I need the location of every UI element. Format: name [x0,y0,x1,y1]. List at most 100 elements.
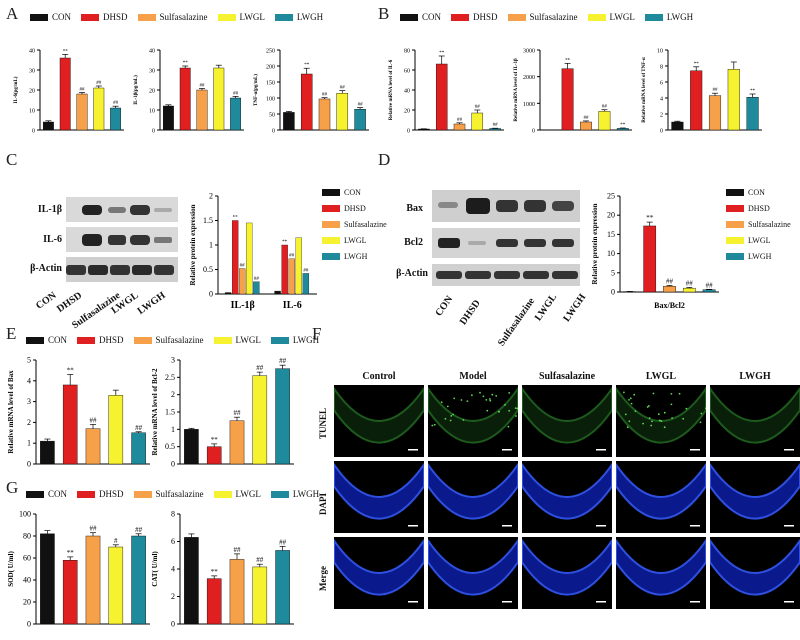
legend-swatch [218,14,236,21]
blot-d-lane-label: LWGL [533,292,559,323]
legend-swatch [138,14,156,21]
legend-swatch [271,491,289,498]
panel-label-g: G [6,478,18,498]
significance-label: ** [565,58,571,63]
chart-tnfa-protein: 0 50 100 150 200 250 TNF-α(pg/mL) ** ## ## ## [250,40,375,140]
y-tick-label: 1.5 [203,216,213,225]
significance-label: ** [694,62,700,67]
y-tick-label: 4 [27,376,31,385]
chart-blot-d-quant: 0 5 10 15 20 25 Relative protein expression ** #… [590,186,725,316]
microscopy-row-label: Merge [318,566,328,591]
significance-label: ## [666,277,674,285]
legend-swatch [322,253,340,260]
blot-c-lane-label: CON [34,290,59,312]
bar [197,90,207,130]
bar [132,536,146,624]
legend-swatch [271,337,289,344]
legend-label: CON [52,12,71,22]
bar [207,579,221,624]
significance-label: ** [282,240,288,245]
legend-item: Sulfasalazine [322,220,387,229]
bar [747,97,759,130]
legend-swatch [134,337,152,344]
microscopy-image [616,461,706,533]
significance-label: ## [256,556,264,564]
y-tick-label: 30 [149,69,155,75]
blot-c-row-label: β-Actin [12,263,62,274]
y-tick-label: 1000 [523,102,535,108]
y-tick-label: 2 [171,390,175,399]
microscopy-column-label: Control [334,371,424,382]
legend-swatch [726,237,744,244]
significance-label: ## [234,409,242,417]
y-tick-label: 100 [19,510,31,519]
legend-swatch [588,14,606,21]
panel-label-b: B [378,4,389,24]
y-tick-label: 15 [607,230,615,239]
legend-label: CON [422,12,441,22]
blot-strip [66,257,178,282]
y-tick-label: 3000 [523,49,535,55]
legend-label: DHSD [748,204,770,213]
microscopy-image [334,461,424,533]
y-tick-label: 40 [29,49,35,55]
legend-label: LWGL [344,236,367,245]
bar [709,96,721,130]
y-tick-label: 0 [532,129,535,135]
legend-b: CON DHSD Sulfasalazine LWGL LWGH [400,12,703,22]
bar [617,128,628,130]
microscopy-image [616,537,706,609]
significance-label: ## [706,281,714,289]
y-axis-label: SOD( U/ml) [7,551,15,587]
bar [253,282,259,294]
legend-label: LWGL [610,12,635,22]
legend-label: CON [748,188,765,197]
significance-label: ## [303,268,309,273]
significance-label: ** [304,63,310,68]
y-axis-label: Relative mRNA level of TNF-α [642,57,647,123]
bar [230,559,244,624]
y-tick-label: 0 [27,620,31,629]
blot-c-row-label: IL-1β [12,204,62,215]
y-tick-label: 25 [607,192,615,201]
significance-label: ** [67,367,75,375]
significance-label: ## [90,416,98,424]
bar [86,536,100,624]
blot-d-row-label: β-Actin [372,268,428,279]
y-tick-label: 0 [171,620,175,629]
legend-label: CON [48,489,67,499]
legend-e: CON DHSD Sulfasalazine LWGL LWGH [26,335,329,345]
bar [109,547,123,624]
blot-d-row-label: Bax [385,203,423,214]
y-tick-label: 250 [266,49,275,55]
bar [663,286,675,292]
significance-label: ## [233,91,239,96]
significance-label: ## [254,277,260,282]
legend-label: Sulfasalazine [344,220,387,229]
legend-item: CON [30,12,71,22]
significance-label: ** [183,61,189,66]
legend-label: Sulfasalazine [156,489,204,499]
legend-item: DHSD [77,489,124,499]
bar [110,108,120,130]
legend-swatch [451,14,469,21]
legend-swatch [81,14,99,21]
legend-item: LWGH [271,335,319,345]
legend-item: LWGL [726,236,791,245]
chart-tnfa-mrna: 0 2 4 6 8 10 Relative mRNA level of TNF-α ** ## *… [638,40,768,140]
y-tick-label: 10 [607,249,615,258]
significance-label: ## [80,87,86,92]
blot-d-lane-label: LWGH [561,292,588,324]
y-tick-label: 150 [266,81,275,87]
bar [599,111,610,130]
y-tick-label: 1.5 [165,408,175,417]
legend-label: LWGH [667,12,693,22]
legend-item: CON [26,335,67,345]
bar [472,113,483,130]
significance-label: ## [234,546,242,554]
y-tick-label: 50 [269,113,275,119]
legend-label: CON [48,335,67,345]
y-tick-label: 20 [23,598,31,607]
y-tick-label: 4 [171,565,175,574]
legend-label: LWGH [344,252,367,261]
